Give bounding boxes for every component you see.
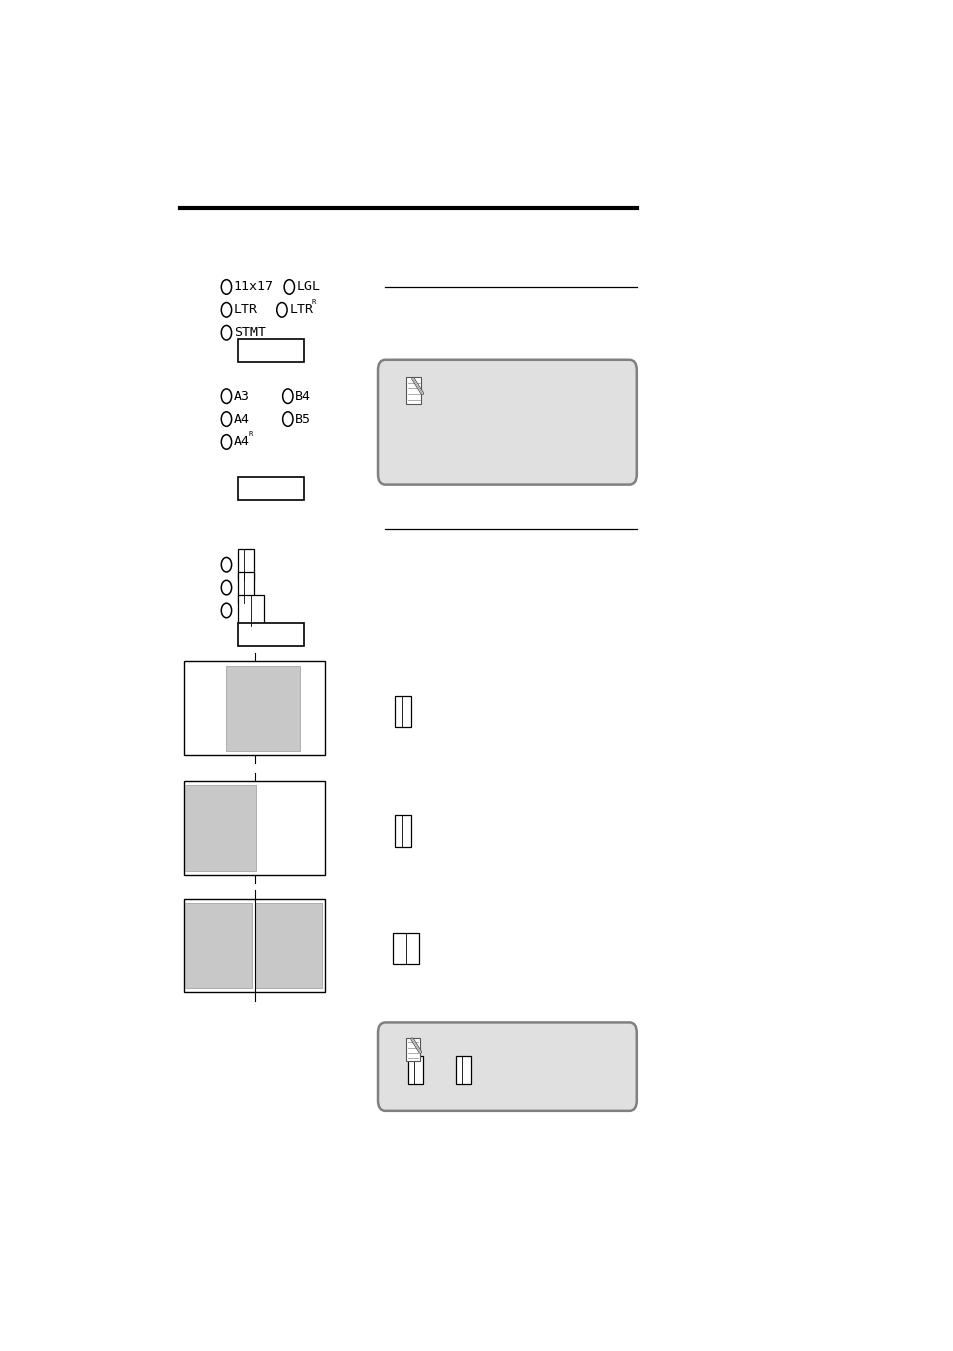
FancyBboxPatch shape xyxy=(377,359,637,485)
Bar xyxy=(184,898,324,992)
Bar xyxy=(406,377,421,404)
Bar xyxy=(184,781,324,874)
Text: STMT: STMT xyxy=(233,326,266,339)
Text: R: R xyxy=(249,431,253,436)
Text: A4: A4 xyxy=(233,435,250,449)
Text: A3: A3 xyxy=(233,389,250,403)
Bar xyxy=(395,816,411,847)
Bar xyxy=(395,696,411,727)
Bar xyxy=(237,623,304,646)
Text: R: R xyxy=(311,299,315,304)
Bar xyxy=(185,902,252,988)
Bar xyxy=(456,1056,471,1085)
Bar xyxy=(237,477,304,500)
Bar xyxy=(406,1038,419,1062)
Text: LGL: LGL xyxy=(296,281,320,293)
Text: 11x17: 11x17 xyxy=(233,281,274,293)
Text: B5: B5 xyxy=(294,412,311,426)
Bar xyxy=(254,902,321,988)
Bar xyxy=(237,571,253,603)
Text: B4: B4 xyxy=(294,389,311,403)
Bar xyxy=(237,339,304,362)
Bar xyxy=(184,662,324,755)
FancyBboxPatch shape xyxy=(377,1023,637,1111)
Bar xyxy=(226,666,300,751)
Text: LTR: LTR xyxy=(233,304,257,316)
Bar xyxy=(237,549,253,581)
Bar xyxy=(185,785,255,870)
Bar xyxy=(393,934,419,965)
Text: LTR: LTR xyxy=(289,304,313,316)
Bar xyxy=(237,594,264,626)
Bar xyxy=(408,1056,422,1085)
Text: A4: A4 xyxy=(233,412,250,426)
